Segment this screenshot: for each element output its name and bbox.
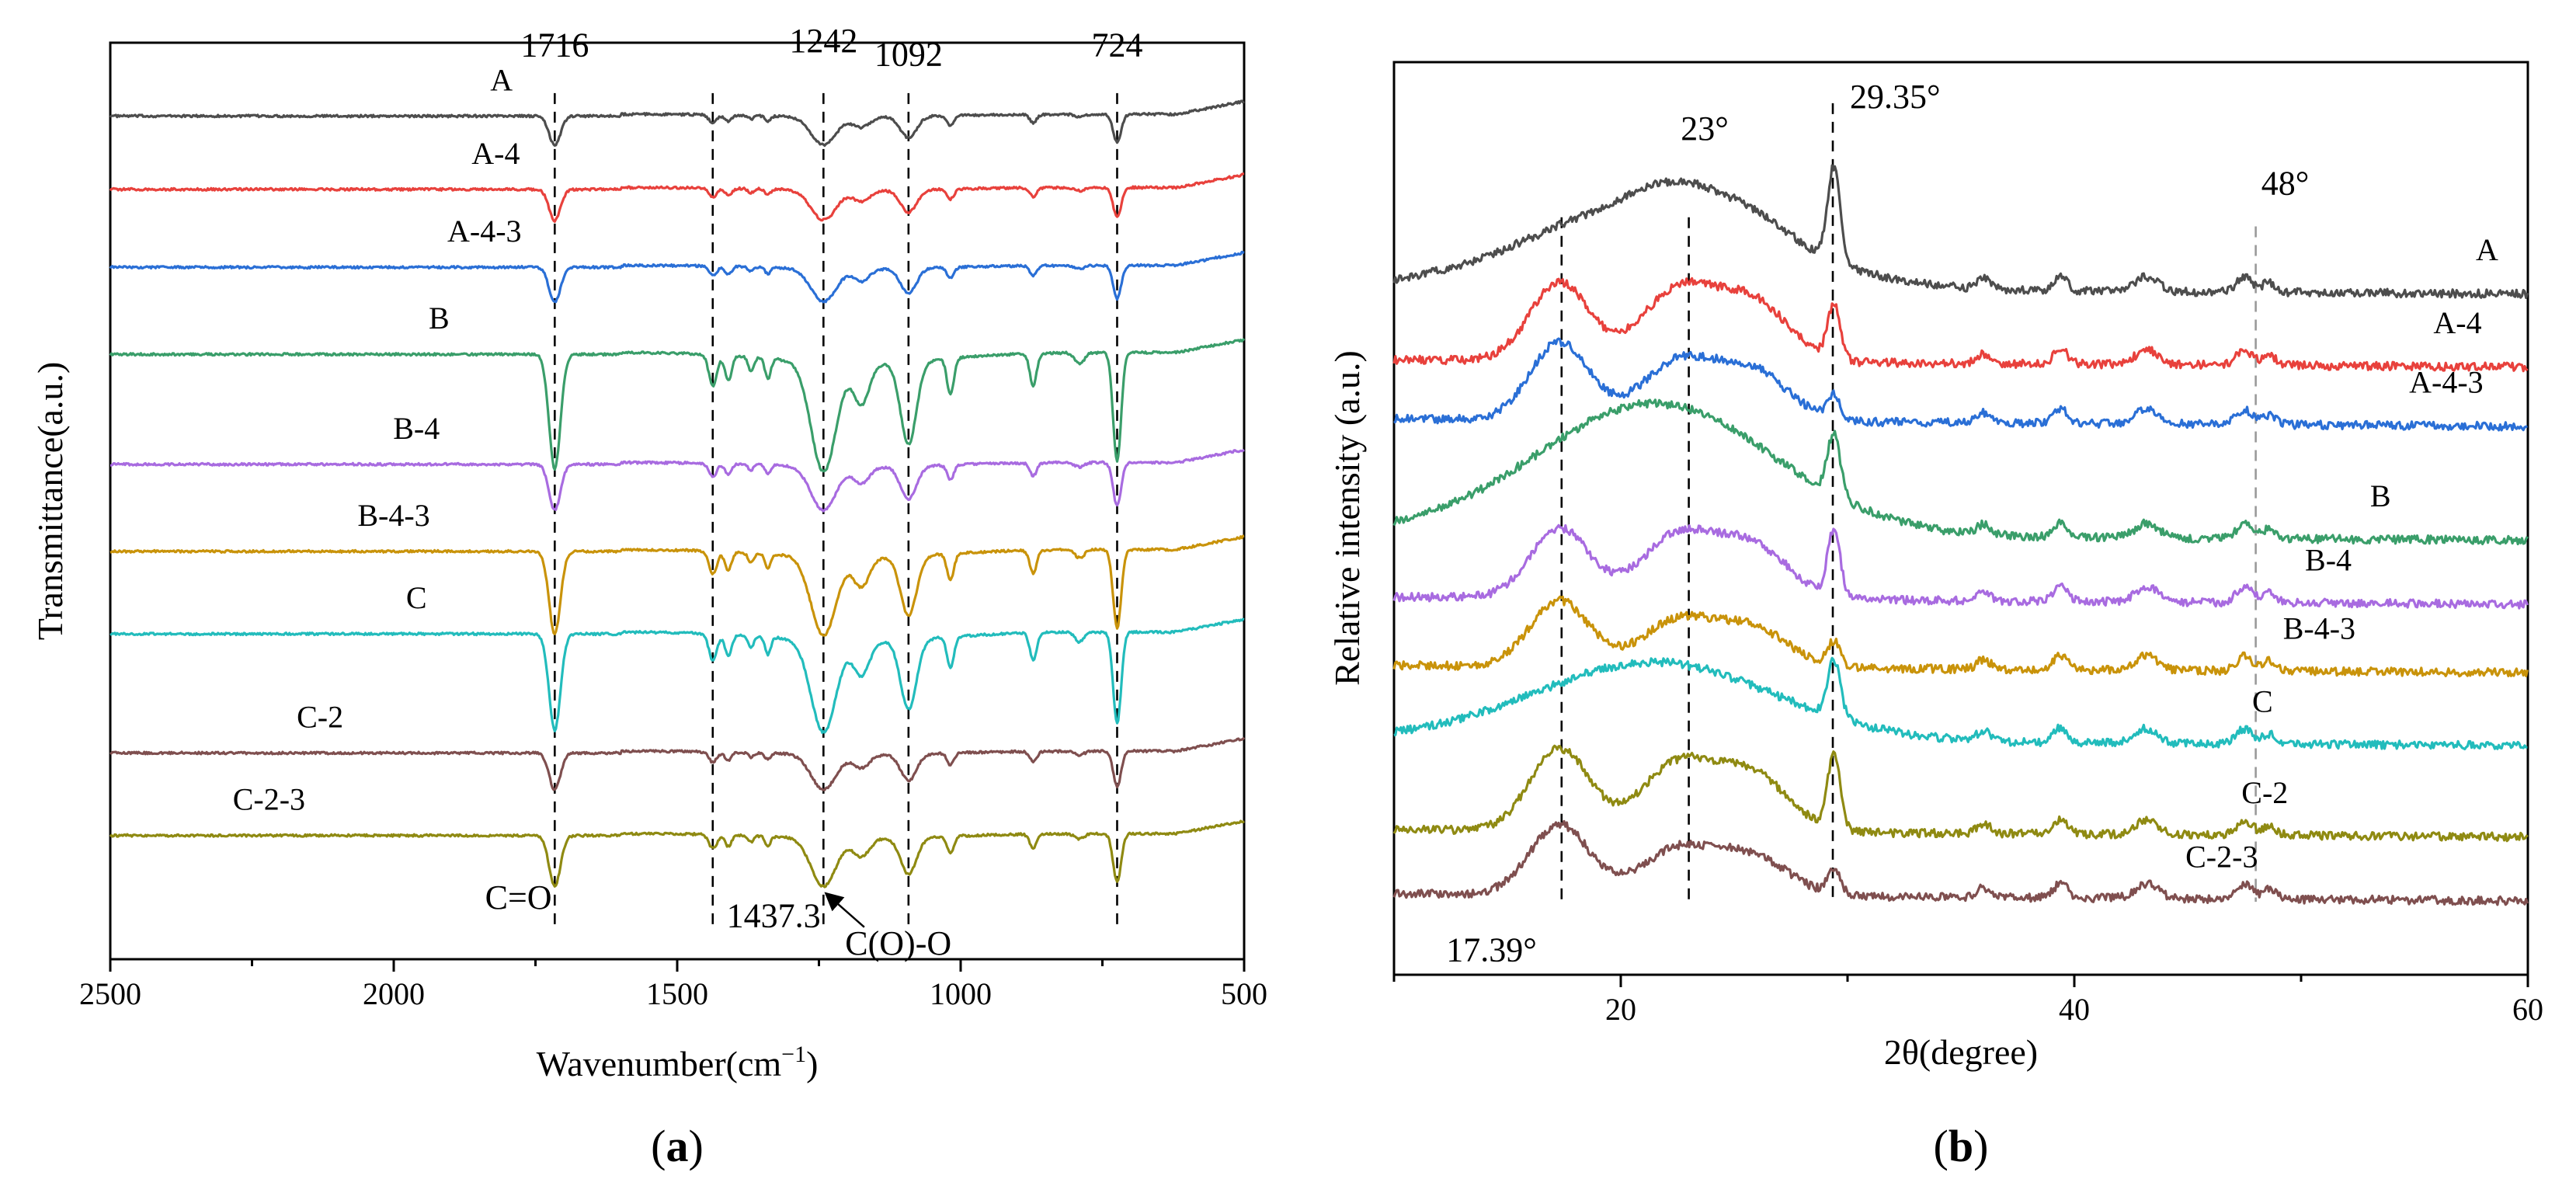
xrd-series-c-2: [1392, 744, 2529, 843]
xrd-x-tick-label-60: 60: [2512, 992, 2543, 1027]
ftir-series-c: [110, 617, 1245, 734]
xrd-series-a-4: [1392, 277, 2529, 373]
ftir-label-a-4-3: A-4-3: [447, 214, 522, 249]
xrd-label-b-4: B-4: [2305, 542, 2352, 577]
xrd-annotation-29-35: 29.35°: [1850, 78, 1941, 116]
xrd-label-a-4-3: A-4-3: [2409, 364, 2484, 399]
panel-b-label: (b): [1934, 1121, 1989, 1171]
ftir-annotation-1242: 1242: [789, 22, 857, 60]
panel-b-x-axis-title: 2θ(degree): [1884, 1032, 2038, 1072]
ftir-annotation-724: 724: [1091, 26, 1142, 64]
xrd-label-c: C: [2252, 684, 2273, 719]
panel-a-label: (a): [651, 1121, 704, 1171]
xrd-series-b-4-3: [1392, 595, 2529, 678]
ftir-label-a-4: A-4: [471, 136, 520, 171]
ftir-series-b: [109, 338, 1246, 473]
ftir-annotation-arrow: [824, 892, 865, 928]
xrd-series-c-2-3: [1392, 819, 2529, 906]
xrd-label-b: B: [2370, 478, 2391, 513]
ftir-x-tick-label-1000: 1000: [930, 976, 992, 1011]
xrd-series-b: [1392, 398, 2529, 546]
ftir-x-tick-label-2500: 2500: [79, 976, 141, 1011]
xrd-series-c: [1393, 656, 2528, 751]
xrd-annotation-48: 48°: [2261, 164, 2310, 202]
ftir-series-b-4-3: [110, 534, 1245, 637]
panel-b-peak-guides: [1560, 103, 2257, 902]
ftir-x-tick-label-2000: 2000: [363, 976, 425, 1011]
panel-b-plot-frame: [1392, 61, 2529, 976]
ftir-label-b: B: [429, 301, 450, 336]
panel-a-y-axis-title: Transmittance(a.u.): [30, 362, 70, 641]
xrd-label-a-4: A-4: [2433, 305, 2481, 340]
panel-a-spectra: [109, 99, 1246, 889]
ftir-series-a-4-3: [109, 250, 1245, 304]
panel-a-x-ticks: 2500 2000 1500 1000 500: [79, 959, 1267, 1011]
xrd-label-a: A: [2476, 232, 2498, 267]
ftir-label-b-4: B-4: [393, 411, 440, 446]
xrd-annotation-23: 23°: [1681, 110, 1729, 148]
panel-a-x-axis-title: Wavenumber(cm−1): [537, 1042, 819, 1083]
ftir-annotation-1716: 1716: [520, 26, 589, 64]
xrd-annotation-17-39: 17.39°: [1446, 930, 1537, 969]
panel-a-plot-frame: [109, 41, 1246, 961]
panel-b-patterns: [1392, 164, 2529, 906]
ftir-label-b-4-3: B-4-3: [357, 498, 429, 533]
ftir-annotation-1092: 1092: [874, 36, 943, 74]
xrd-series-a-4-3: [1393, 337, 2528, 432]
ftir-series-c-2-3: [109, 819, 1245, 889]
xrd-series-b-4: [1392, 523, 2529, 610]
panel-a-ftir-chart: A A-4 A-4-3 B B-4 B-4-3 C C-2 C-2-3 1716 1242 1092…: [30, 22, 1267, 1171]
ftir-annotation-c-o: C=O: [485, 878, 552, 917]
panel-a-annotations: 1716 1242 1092 724 C=O 1437.3 C(O)-O: [485, 22, 1143, 962]
panel-b-y-axis-title: Relative intensity (a.u.): [1327, 350, 1367, 686]
xrd-series-a: [1392, 164, 2529, 299]
panel-b-annotations: 23° 29.35° 48° 17.39°: [1446, 78, 2309, 969]
ftir-x-tick-label-1500: 1500: [646, 976, 708, 1011]
xrd-label-c-2-3: C-2-3: [2185, 839, 2258, 874]
panel-b-x-ticks: 20 40 60: [1392, 975, 2543, 1027]
xrd-label-c-2: C-2: [2241, 775, 2288, 810]
ftir-series-c-2: [110, 736, 1246, 791]
ftir-label-c: C: [406, 580, 427, 615]
xrd-x-tick-label-20: 20: [1605, 992, 1636, 1027]
ftir-label-a: A: [490, 62, 513, 97]
ftir-annotation-1437-3: 1437.3: [727, 897, 821, 935]
xrd-x-tick-label-40: 40: [2059, 992, 2090, 1027]
panel-a-peak-guides: [554, 92, 1118, 932]
ftir-series-a-4: [109, 172, 1245, 223]
ftir-annotation-c-o-o: C(O)-O: [845, 924, 951, 962]
panel-b-series-labels: A A-4 A-4-3 B B-4 B-4-3 C C-2 C-2-3: [2185, 232, 2498, 874]
ftir-label-c-2: C-2: [297, 699, 343, 734]
ftir-x-tick-label-500: 500: [1221, 976, 1267, 1011]
ftir-label-c-2-3: C-2-3: [233, 782, 305, 817]
xrd-label-b-4-3: B-4-3: [2283, 611, 2355, 646]
ftir-series-b-4: [110, 448, 1245, 513]
panel-b-xrd-chart: A A-4 A-4-3 B B-4 B-4-3 C C-2 C-2-3 23° 29.35° 48°…: [1327, 61, 2543, 1171]
ftir-series-a: [109, 99, 1245, 148]
panel-a-series-labels: A A-4 A-4-3 B B-4 B-4-3 C C-2 C-2-3: [233, 62, 522, 816]
